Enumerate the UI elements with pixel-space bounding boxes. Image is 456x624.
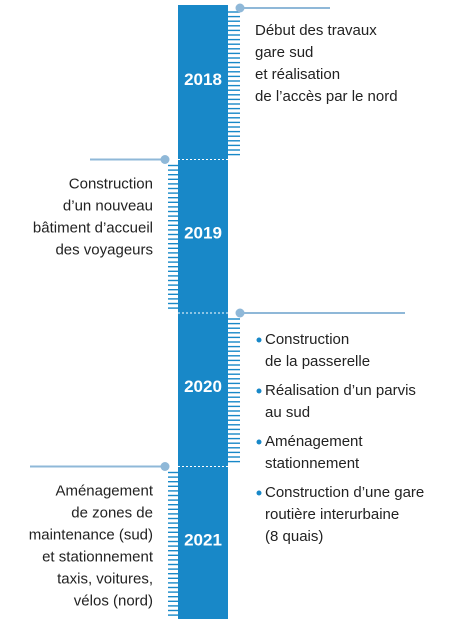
description-line: vélos (nord)	[74, 592, 153, 609]
item-line: au sud	[265, 404, 310, 421]
description-line: Début des travaux	[255, 22, 377, 39]
description-line: bâtiment d’accueil	[33, 219, 153, 236]
year-label: 2019	[184, 224, 222, 243]
connector-dot	[160, 155, 170, 164]
item-line: (8 quais)	[265, 528, 323, 545]
bullet	[256, 388, 262, 394]
year-label: 2021	[184, 531, 222, 550]
connector-dot	[160, 462, 170, 471]
description-line: de zones de	[71, 504, 153, 521]
timeline-bar	[178, 5, 228, 619]
item-line: Réalisation d’un parvis	[265, 382, 416, 399]
item-line: Aménagement	[265, 433, 363, 450]
connector-dot	[235, 308, 245, 318]
description-line: taxis, voitures,	[57, 570, 153, 587]
description-line: d’un nouveau	[63, 197, 153, 214]
bullet	[256, 490, 262, 496]
item-line: Construction	[265, 331, 349, 348]
year-label: 2018	[184, 70, 222, 89]
description-line: maintenance (sud)	[29, 526, 153, 543]
connector-dot	[235, 3, 245, 13]
description-line: Construction	[69, 175, 153, 192]
description-line: et stationnement	[42, 548, 154, 565]
item-line: de la passerelle	[265, 353, 370, 370]
year-label: 2020	[184, 377, 222, 396]
item-line: routière interurbaine	[265, 506, 399, 523]
description-line: gare sud	[255, 44, 313, 61]
bullet	[256, 337, 262, 343]
description-line: et réalisation	[255, 66, 340, 83]
bullet	[256, 439, 262, 445]
description-line: Aménagement	[55, 482, 153, 499]
description-line: de l’accès par le nord	[255, 88, 398, 105]
description-line: des voyageurs	[55, 241, 153, 258]
item-line: stationnement	[265, 455, 360, 472]
item-line: Construction d’une gare	[265, 484, 424, 501]
